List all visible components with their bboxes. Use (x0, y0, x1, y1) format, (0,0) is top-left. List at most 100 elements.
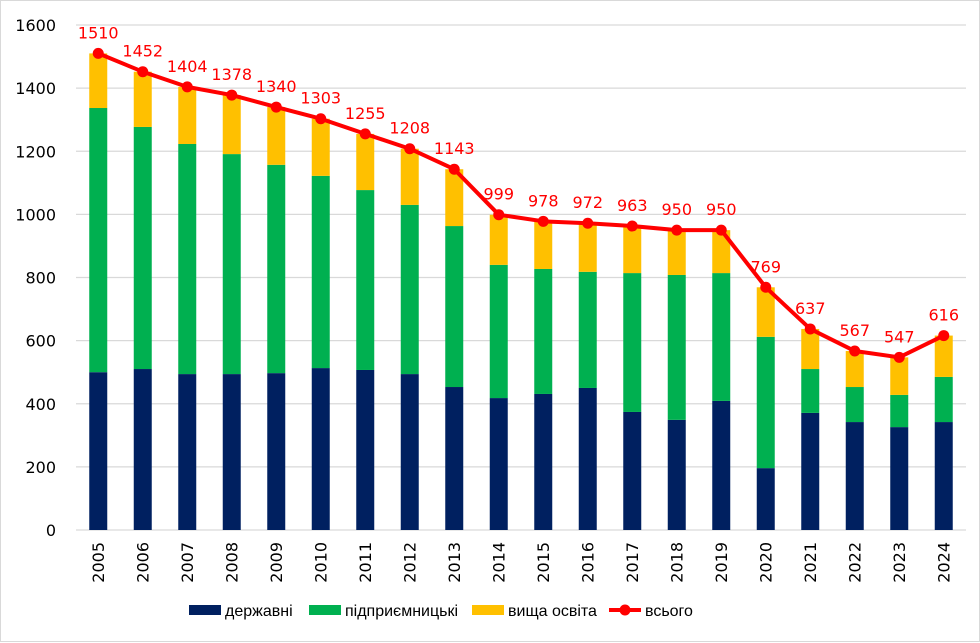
total-line-marker (671, 224, 683, 236)
total-line-marker (404, 143, 416, 155)
data-label: 1303 (300, 89, 341, 108)
total-line-marker (226, 89, 238, 101)
total-line-marker (537, 215, 549, 227)
legend-label: вища освіта (508, 603, 597, 620)
data-label: 769 (750, 257, 781, 276)
bar-segment-вища освіта (667, 230, 686, 275)
total-line-marker (181, 81, 193, 93)
bar-segment-вища освіта (890, 357, 909, 395)
total-line-marker (626, 220, 638, 232)
bar-segment-державні (489, 398, 508, 530)
y-tick-label: 800 (25, 269, 56, 288)
bar-segment-державні (356, 369, 375, 530)
total-line-marker (359, 128, 371, 140)
data-label: 972 (572, 193, 603, 212)
data-label: 963 (617, 196, 648, 215)
gridlines (76, 24, 966, 531)
bar-segment-підприємницькі (178, 143, 197, 375)
x-tick-label: 2012 (400, 542, 419, 583)
bar-segment-підприємницькі (489, 264, 508, 399)
bar-segment-вища освіта (623, 226, 642, 274)
x-tick-label: 2024 (934, 542, 953, 583)
bar-segment-підприємницькі (267, 164, 286, 374)
total-line-marker (893, 351, 905, 363)
bar-segment-підприємницькі (222, 154, 241, 375)
total-line-marker (493, 209, 505, 221)
bar-segment-вища освіта (578, 223, 597, 272)
data-label: 616 (928, 306, 959, 325)
bar-segment-державні (445, 387, 464, 530)
y-tick-label: 400 (25, 395, 56, 414)
x-tick-label: 2009 (267, 542, 286, 583)
data-label: 547 (884, 327, 915, 346)
data-label: 978 (528, 191, 559, 210)
data-label: 567 (839, 321, 870, 340)
x-axis: 2005 2006 2007 2008 2009 2010 2011 2012 2013 2014… (89, 542, 954, 583)
total-line-path (97, 51, 945, 360)
x-tick-label: 2019 (712, 542, 731, 583)
legend-label: державні (225, 603, 293, 620)
x-tick-label: 2010 (311, 542, 330, 583)
bar-segment-державні (311, 368, 330, 530)
bar-segment-державні (934, 422, 953, 530)
bar-segment-вища освіта (534, 221, 553, 269)
bar-segment-державні (578, 387, 597, 530)
data-label: 1452 (122, 42, 163, 61)
bars (89, 53, 953, 530)
legend: державні підприємницькі вища освіта всього (189, 603, 693, 620)
y-tick-label: 600 (25, 332, 56, 351)
total-line-marker (804, 323, 816, 335)
bar-segment-державні (178, 374, 197, 530)
bar-segment-підприємницькі (801, 369, 820, 413)
x-tick-label: 2006 (133, 542, 152, 583)
bar-segment-підприємницькі (712, 273, 731, 401)
data-label: 1404 (167, 57, 208, 76)
bar-segment-підприємницькі (400, 204, 419, 375)
bar-segment-державні (712, 400, 731, 530)
bar-segment-вища освіта (845, 351, 864, 388)
total-line-marker (448, 163, 460, 175)
bar-segment-вища освіта (934, 335, 953, 377)
y-tick-label: 200 (25, 458, 56, 477)
bar-segment-підприємницькі (311, 175, 330, 369)
bar-segment-державні (534, 393, 553, 530)
x-tick-label: 2007 (178, 542, 197, 583)
data-label: 1378 (211, 65, 252, 84)
x-tick-label: 2008 (222, 542, 241, 583)
bar-segment-вища освіта (801, 328, 820, 370)
bar-segment-вища освіта (133, 71, 152, 127)
bar-segment-державні (756, 468, 775, 530)
total-line-marker (315, 113, 327, 125)
bar-segment-вища освіта (311, 118, 330, 176)
y-tick-label: 1400 (15, 79, 56, 98)
data-label: 999 (483, 185, 514, 204)
total-line-marker (270, 101, 282, 113)
bar-segment-державні (667, 419, 686, 530)
x-tick-label: 2023 (890, 542, 909, 583)
legend-swatch (189, 605, 221, 615)
bar-segment-державні (623, 411, 642, 530)
x-tick-label: 2011 (356, 542, 375, 583)
data-label: 1510 (78, 23, 119, 42)
bar-segment-державні (801, 412, 820, 530)
data-label: 1340 (256, 77, 297, 96)
bar-segment-вища освіта (267, 107, 286, 165)
y-tick-label: 1200 (15, 142, 56, 161)
data-label: 1143 (434, 139, 475, 158)
bar-segment-вища освіта (178, 86, 197, 144)
total-line-marker (715, 224, 727, 236)
total-line-marker (760, 281, 772, 293)
bar-segment-державні (222, 374, 241, 530)
x-tick-label: 2005 (89, 542, 108, 583)
bar-segment-підприємницькі (845, 387, 864, 423)
bar-segment-підприємницькі (890, 394, 909, 428)
bar-segment-підприємницькі (534, 268, 553, 394)
y-tick-label: 0 (46, 521, 56, 540)
x-tick-label: 2016 (578, 542, 597, 583)
bar-segment-підприємницькі (756, 336, 775, 469)
bar-segment-підприємницькі (623, 273, 642, 412)
legend-marker (619, 604, 631, 616)
bar-segment-вища освіта (89, 53, 108, 109)
